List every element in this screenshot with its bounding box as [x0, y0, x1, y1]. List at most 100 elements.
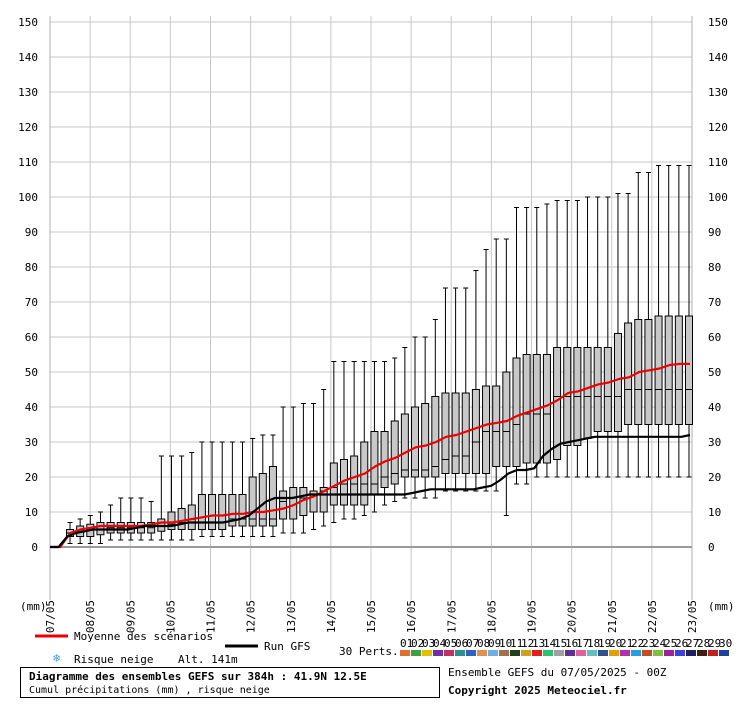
box-group [248, 438, 257, 537]
box-group [137, 497, 146, 541]
pert-color-swatch [444, 650, 454, 656]
box [512, 357, 521, 467]
box [309, 490, 318, 513]
pert-color-swatch [510, 650, 520, 656]
box [553, 347, 562, 460]
box-group [634, 172, 643, 478]
box [268, 466, 277, 527]
y-unit-label-right: (mm) [708, 600, 735, 613]
box-group [299, 403, 308, 534]
pert-number-label: 22 [631, 637, 644, 650]
pert-number-label: 14 [543, 637, 557, 650]
box-group [461, 287, 470, 492]
box-group [309, 403, 318, 530]
series-mean-line [50, 362, 690, 549]
box-group [421, 336, 430, 499]
y-tick-label-left: 10 [25, 506, 38, 519]
x-tick-label: 16/05 [405, 600, 418, 633]
pert-color-swatch [411, 650, 421, 656]
y-tick-label-left: 20 [25, 471, 38, 484]
y-tick-label-left: 100 [18, 191, 38, 204]
box-group [370, 361, 379, 513]
y-tick-label-left: 140 [18, 51, 38, 64]
x-tick-label: 18/05 [485, 600, 498, 633]
x-tick-label: 22/05 [646, 600, 659, 633]
run-info: Ensemble GEFS du 07/05/2025 - 00Z [448, 666, 667, 679]
snowflake-icon: ❄ [53, 651, 60, 665]
x-tick-label: 20/05 [566, 600, 579, 633]
pert-number-label: 20 [609, 637, 622, 650]
x-tick-label: 19/05 [526, 600, 539, 633]
box [350, 455, 359, 506]
pert-number-label: 11 [510, 637, 523, 650]
box [411, 406, 420, 478]
footer-subtitle: Cumul précipitations (mm) , risque neige [29, 685, 270, 696]
pert-color-swatch [719, 650, 729, 656]
y-tick-label-left: 150 [18, 16, 38, 29]
box [167, 511, 176, 530]
y-tick-label-right: 90 [708, 226, 721, 239]
y-tick-label-right: 110 [708, 156, 728, 169]
pert-color-swatch [576, 650, 586, 656]
y-tick-label-right: 0 [708, 541, 715, 554]
box-group [96, 511, 105, 544]
box [654, 315, 663, 425]
box [431, 396, 440, 478]
pert-color-swatch [433, 650, 443, 656]
y-tick-label-right: 130 [708, 86, 728, 99]
box-group [238, 441, 247, 537]
box-group [157, 455, 166, 541]
box-group [177, 455, 186, 541]
pert-color-swatch [598, 650, 608, 656]
box-group [319, 389, 328, 527]
pert-color-swatch [609, 650, 619, 656]
pert-color-swatch [466, 650, 476, 656]
box [279, 490, 288, 520]
y-tick-label-left: 60 [25, 331, 38, 344]
pert-color-swatch [631, 650, 641, 656]
x-tick-label: 09/05 [124, 600, 137, 633]
box-group [654, 165, 663, 478]
box [644, 319, 653, 425]
y-tick-label-right: 140 [708, 51, 728, 64]
x-tick-label: 23/05 [686, 600, 699, 633]
y-tick-label-left: 30 [25, 436, 38, 449]
y-tick-label-left: 110 [18, 156, 38, 169]
box-group [228, 441, 237, 537]
x-tick-label: 13/05 [285, 600, 298, 633]
y-tick-label-right: 20 [708, 471, 721, 484]
pert-number-label: 16 [565, 637, 578, 650]
pert-color-swatch [697, 650, 707, 656]
box [674, 315, 683, 425]
box-group [187, 452, 196, 541]
pert-number-label: 18 [587, 637, 600, 650]
box [583, 347, 592, 439]
box [197, 494, 206, 530]
box [624, 322, 633, 425]
x-tick-label: 07/05 [44, 600, 57, 633]
y-tick-label-left: 120 [18, 121, 38, 134]
box-group [350, 361, 359, 520]
legend-gfs-label: Run GFS [264, 640, 310, 653]
pert-number-label: 08 [477, 637, 490, 650]
pert-color-swatch [499, 650, 509, 656]
box [238, 494, 247, 527]
pert-color-swatch [543, 650, 553, 656]
x-tick-label: 14/05 [325, 600, 338, 633]
box-group [573, 200, 582, 478]
box [471, 389, 480, 474]
y-tick-label-left: 50 [25, 366, 38, 379]
box [421, 403, 430, 478]
box-group [451, 287, 460, 492]
box-group [258, 434, 267, 537]
pert-number-label: 29 [708, 637, 721, 650]
box [380, 431, 389, 488]
copyright: Copyright 2025 Meteociel.fr [448, 684, 627, 697]
pert-number-label: 27 [686, 637, 699, 650]
box-group [522, 207, 531, 485]
box-group [492, 238, 501, 492]
box-group [339, 361, 348, 520]
pert-number-label: 01 [400, 637, 413, 650]
box-group [532, 207, 541, 478]
